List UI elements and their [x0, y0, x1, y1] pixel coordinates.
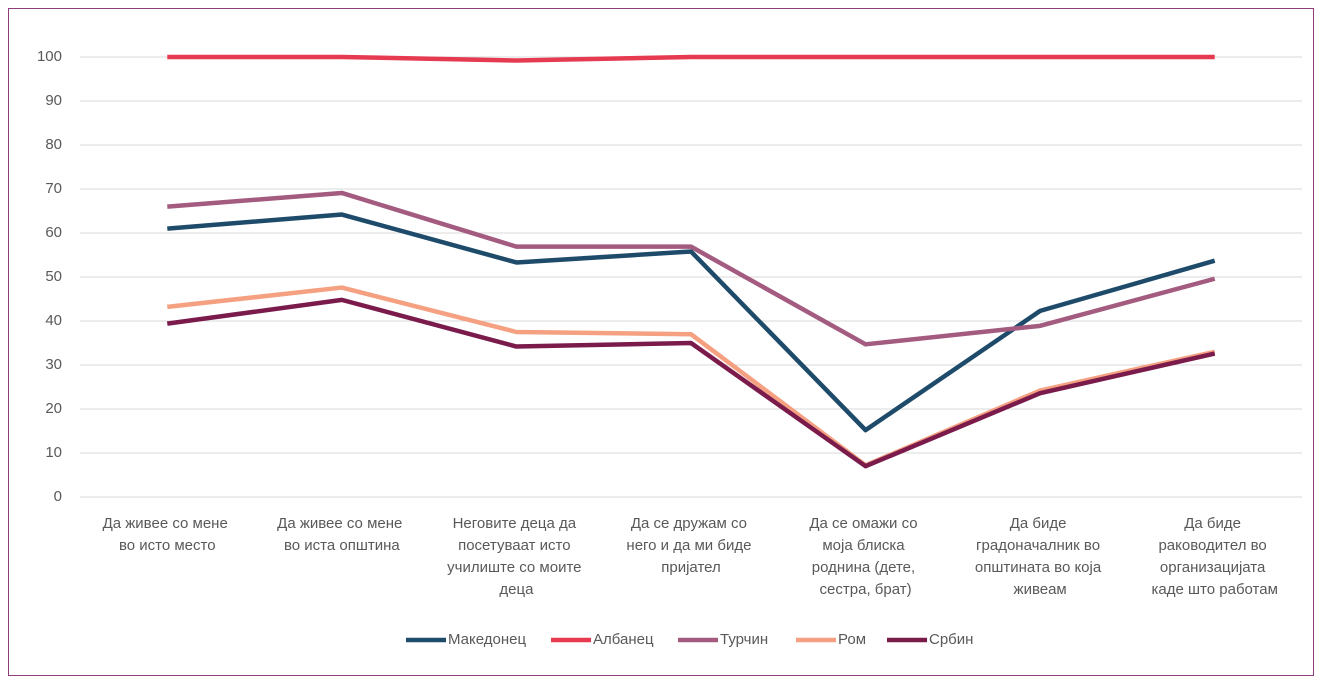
y-tick-label: 50 [45, 268, 62, 285]
series-line [167, 54, 1215, 63]
x-tick-label: Да биде градоначалник во општината во ко… [975, 515, 1105, 598]
y-tick-label: 90 [45, 92, 62, 109]
y-tick-label: 10 [45, 444, 62, 461]
y-tick-label: 70 [45, 180, 62, 197]
series-line [167, 212, 1216, 433]
x-tick-label: Да биде раководител во организацијата ка… [1152, 515, 1278, 598]
x-tick-label: Да се дружам со него и да ми биде пријат… [626, 515, 755, 576]
y-tick-label: 20 [45, 400, 62, 417]
series-line [166, 297, 1216, 469]
y-tick-label: 40 [45, 312, 62, 329]
x-tick-label: Да се омажи со моја блиска роднина (дете… [809, 515, 921, 598]
chart-frame [8, 8, 1314, 676]
legend-label: Македонец [448, 631, 526, 648]
legend-label: Турчин [720, 631, 768, 648]
x-tick-label: Да живее со мене во исто место [103, 515, 232, 554]
series-line [167, 190, 1216, 347]
y-tick-label: 60 [45, 224, 62, 241]
y-tick-label: 100 [37, 48, 62, 65]
legend-label: Ром [838, 631, 866, 648]
y-tick-label: 80 [45, 136, 62, 153]
y-tick-label: 0 [54, 488, 62, 505]
x-tick-label: Неговите деца да посетуваат исто училишт… [447, 515, 586, 598]
legend-label: Србин [929, 631, 973, 648]
legend-label: Албанец [593, 631, 654, 648]
x-tick-label: Да живее со мене во иста општина [277, 515, 406, 554]
y-tick-label: 30 [45, 356, 62, 373]
series-line [167, 285, 1216, 468]
